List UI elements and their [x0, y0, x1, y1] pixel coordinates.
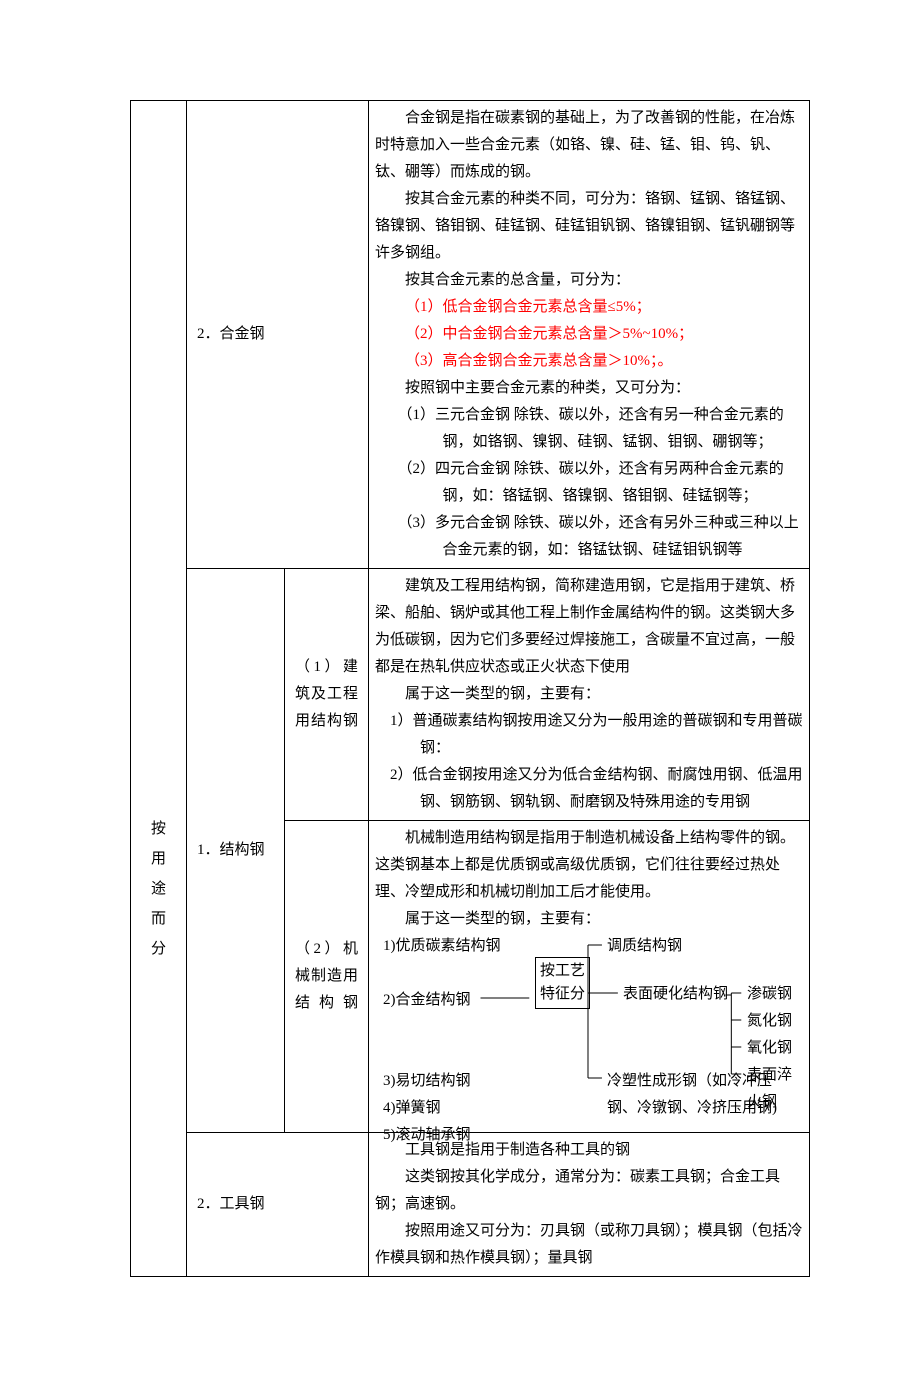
list-item: （2）四元合金钢 除铁、碳以外，还含有另两种合金元素的钢，如：铬锰钢、铬镍钢、铬…	[420, 456, 803, 510]
diagram-item: 3)易切结构钢	[383, 1068, 471, 1095]
highlight-para: （2）中合金钢合金元素总含量＞5%~10%；	[375, 321, 803, 348]
para: 这类钢按其化学成分，通常分为：碳素工具钢；合金工具钢；高速钢。	[375, 1164, 803, 1218]
highlight-para: （3）高合金钢合金元素总含量＞10%；。	[375, 348, 803, 375]
para: 按其合金元素的种类不同，可分为：铬钢、锰钢、铬锰钢、铬镍钢、铬钼钢、硅锰钢、硅锰…	[375, 186, 803, 267]
highlight-para: （1）低合金钢合金元素总含量≤5%；	[375, 294, 803, 321]
para: 属于这一类型的钢，主要有：	[375, 906, 803, 933]
table-row: 2．工具钢 工具钢是指用于制造各种工具的钢 这类钢按其化学成分，通常分为：碳素工…	[131, 1133, 810, 1277]
construction-steel-content: 建筑及工程用结构钢，简称建造用钢，它是指用于建筑、桥梁、船舶、锅炉或其他工程上制…	[369, 569, 810, 821]
diagram-item: 1)优质碳素结构钢	[383, 933, 501, 960]
diagram-item: 表面硬化结构钢	[623, 981, 728, 1008]
machinery-steel-label: （2）机械制造用结构钢	[285, 821, 369, 1133]
diagram-item: 渗碳钢	[747, 981, 792, 1008]
alloy-steel-content: 合金钢是指在碳素钢的基础上，为了改善钢的性能，在冶炼时特意加入一些合金元素（如铬…	[369, 101, 810, 569]
main-category-char: 分	[151, 934, 166, 964]
main-category-char: 用	[151, 844, 166, 874]
para: 建筑及工程用结构钢，简称建造用钢，它是指用于建筑、桥梁、船舶、锅炉或其他工程上制…	[375, 573, 803, 681]
diagram-item: 调质结构钢	[607, 933, 682, 960]
construction-steel-label: （1）建筑及工程用结构钢	[285, 569, 369, 821]
diagram-item: 钢、冷镦钢、冷挤压用钢)	[607, 1095, 777, 1122]
classification-diagram: 1)优质碳素结构钢 调质结构钢 按工艺 特征分 2)合金结构钢 表面硬化结构钢 …	[375, 933, 803, 1128]
structural-steel-label: 1．结构钢	[187, 569, 285, 1133]
tool-steel-content: 工具钢是指用于制造各种工具的钢 这类钢按其化学成分，通常分为：碳素工具钢；合金工…	[369, 1133, 810, 1277]
list-item: （3）多元合金钢 除铁、碳以外，还含有另外三种或三种以上合金元素的钢，如：铬锰钛…	[420, 510, 803, 564]
steel-classification-table: 按 用 途 而 分 2．合金钢 合金钢是指在碳素钢的基础上，为了改善钢的性能，在…	[130, 100, 810, 1277]
alloy-steel-label: 2．合金钢	[187, 101, 369, 569]
diagram-item: 2)合金结构钢	[383, 987, 471, 1014]
machinery-steel-content: 机械制造用结构钢是指用于制造机械设备上结构零件的钢。这类钢基本上都是优质钢或高级…	[369, 821, 810, 1133]
list-item: 2）低合金钢按用途又分为低合金结构钢、耐腐蚀用钢、低温用钢、钢筋钢、钢轨钢、耐磨…	[405, 762, 803, 816]
table-row: 按 用 途 而 分 2．合金钢 合金钢是指在碳素钢的基础上，为了改善钢的性能，在…	[131, 101, 810, 569]
main-category-cell: 按 用 途 而 分	[131, 101, 187, 1277]
tool-steel-label: 2．工具钢	[187, 1133, 369, 1277]
table-row: 1．结构钢 （1）建筑及工程用结构钢 建筑及工程用结构钢，简称建造用钢，它是指用…	[131, 569, 810, 821]
para: 按其合金元素的总含量，可分为：	[375, 267, 803, 294]
diagram-box-label: 特征分	[535, 981, 590, 1009]
para: 属于这一类型的钢，主要有：	[375, 681, 803, 708]
list-item: 1）普通碳素结构钢按用途又分为一般用途的普碳钢和专用普碳钢：	[405, 708, 803, 762]
main-category-char: 而	[151, 904, 166, 934]
diagram-item: 4)弹簧钢	[383, 1095, 441, 1122]
para: 按照钢中主要合金元素的种类，又可分为：	[375, 375, 803, 402]
diagram-item: 氧化钢	[747, 1035, 792, 1062]
para: 合金钢是指在碳素钢的基础上，为了改善钢的性能，在冶炼时特意加入一些合金元素（如铬…	[375, 105, 803, 186]
diagram-item: 5)滚动轴承钢	[383, 1122, 471, 1149]
diagram-item: 氮化钢	[747, 1008, 792, 1035]
para: 机械制造用结构钢是指用于制造机械设备上结构零件的钢。这类钢基本上都是优质钢或高级…	[375, 825, 803, 906]
list-item: （1）三元合金钢 除铁、碳以外，还含有另一种合金元素的钢，如铬钢、镍钢、硅钢、锰…	[420, 402, 803, 456]
para: 按照用途又可分为：刃具钢（或称刀具钢）；模具钢（包括冷作模具钢和热作模具钢）；量…	[375, 1218, 803, 1272]
diagram-item: 冷塑性成形钢（如冷冲压	[607, 1068, 772, 1095]
main-category-char: 按	[151, 814, 166, 844]
main-category-char: 途	[151, 874, 166, 904]
